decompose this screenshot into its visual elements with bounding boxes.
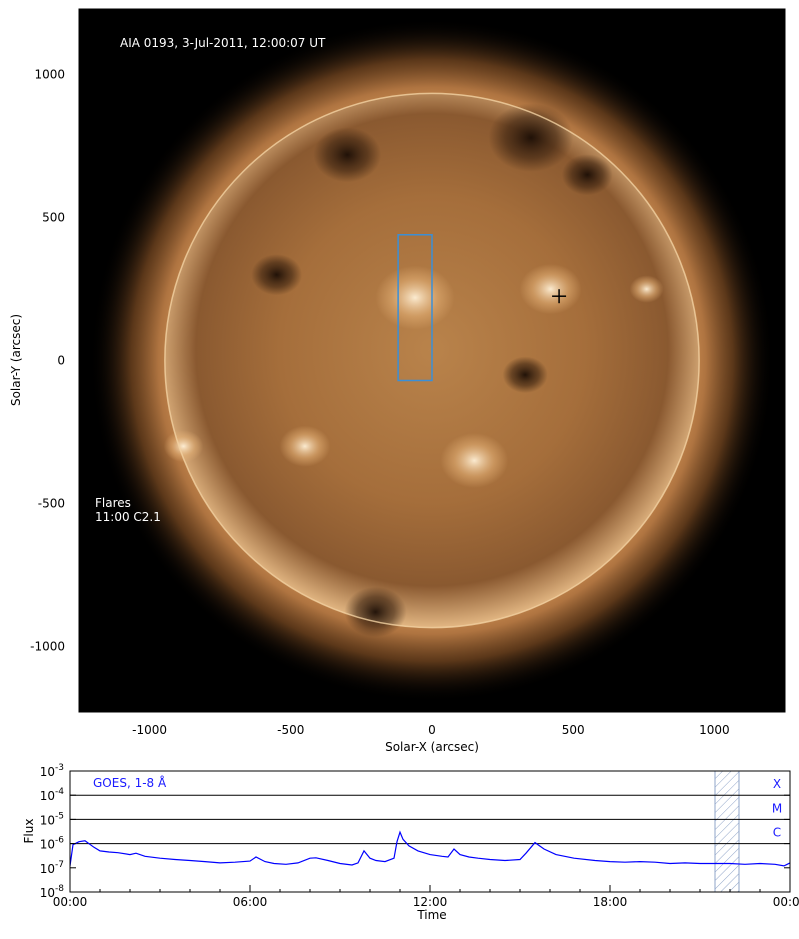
- class-label-M: M: [772, 801, 782, 815]
- disk-feature-9: [561, 154, 613, 196]
- shaded-interval: [714, 771, 740, 892]
- x-tick-label: 500: [562, 723, 585, 737]
- class-level-lines: [70, 794, 790, 845]
- y-axis-ticks: -1000 -500 0 500 1000: [30, 17, 785, 704]
- time-tick-label: 06:00: [233, 895, 268, 909]
- solar-limb: [164, 92, 700, 629]
- disk-feature-3: [279, 425, 331, 467]
- image-title: AIA 0193, 3-Jul-2011, 12:00:07 UT: [120, 36, 326, 50]
- x-tick-label: 1000: [699, 723, 730, 737]
- goes-flux-line: [70, 830, 790, 867]
- x-axis-title: Solar-X (arcsec): [385, 740, 479, 754]
- region-box: [397, 234, 433, 382]
- time-axis-title: Time: [416, 908, 446, 922]
- disk-feature-5: [629, 275, 664, 303]
- disk-feature-8: [488, 103, 574, 172]
- disk-feature-2: [440, 433, 509, 488]
- aia-image-panel: AIA 0193, 3-Jul-2011, 12:00:07 UT Flares…: [9, 8, 786, 754]
- flux-tick-label: 10-7: [40, 860, 64, 876]
- time-axis-ticks: 00:00 06:00 12:00 18:00 00:00: [53, 885, 799, 909]
- x-tick-label: -1000: [132, 723, 167, 737]
- x-tick-label: 0: [428, 723, 436, 737]
- flux-axis-ticks: 10-8 10-7 10-6 10-5 10-4 10-3: [40, 763, 790, 900]
- goes-panel: GOES, 1-8 Å CMX 00:00 06:00 12:00 18:00 00:0…: [22, 763, 799, 922]
- disk-feature-1: [519, 263, 582, 315]
- flux-tick-label: 10-6: [40, 836, 65, 852]
- disk-feature-4: [163, 430, 204, 463]
- flux-tick-label: 10-8: [40, 884, 65, 900]
- disk-feature-10: [344, 586, 407, 638]
- disk-feature-7: [502, 356, 548, 394]
- y-tick-label: -1000: [30, 639, 65, 653]
- time-tick-label: 18:00: [593, 895, 628, 909]
- y-axis-title: Solar-Y (arcsec): [9, 314, 23, 406]
- y-tick-label: 0: [57, 354, 65, 368]
- flux-tick-label: 10-5: [40, 811, 64, 827]
- x-tick-label: -500: [277, 723, 304, 737]
- disk-feature-6: [251, 254, 303, 296]
- y-tick-label: 500: [42, 211, 65, 225]
- time-tick-label: 00:00: [53, 895, 88, 909]
- flux-tick-label: 10-3: [40, 763, 64, 779]
- time-tick-label: 00:00: [773, 895, 799, 909]
- cross-marker: [552, 289, 567, 304]
- y-tick-label: 1000: [34, 68, 65, 82]
- goes-legend: GOES, 1-8 Å: [93, 775, 167, 790]
- class-label-X: X: [773, 777, 781, 791]
- disk-feature-11: [313, 127, 382, 183]
- disk-feature-0: [375, 265, 455, 330]
- flux-tick-label: 10-4: [40, 787, 65, 803]
- flares-entry: 11:00 C2.1: [95, 510, 161, 524]
- time-tick-label: 12:00: [413, 895, 448, 909]
- x-axis-ticks: -1000 -500 0 500 1000: [92, 9, 772, 737]
- y-tick-label: -500: [38, 496, 65, 510]
- goes-background: [70, 771, 790, 892]
- class-labels: CMX: [772, 777, 782, 839]
- flares-heading: Flares: [95, 496, 131, 510]
- flux-axis-title: Flux: [22, 819, 36, 844]
- class-label-C: C: [773, 826, 781, 840]
